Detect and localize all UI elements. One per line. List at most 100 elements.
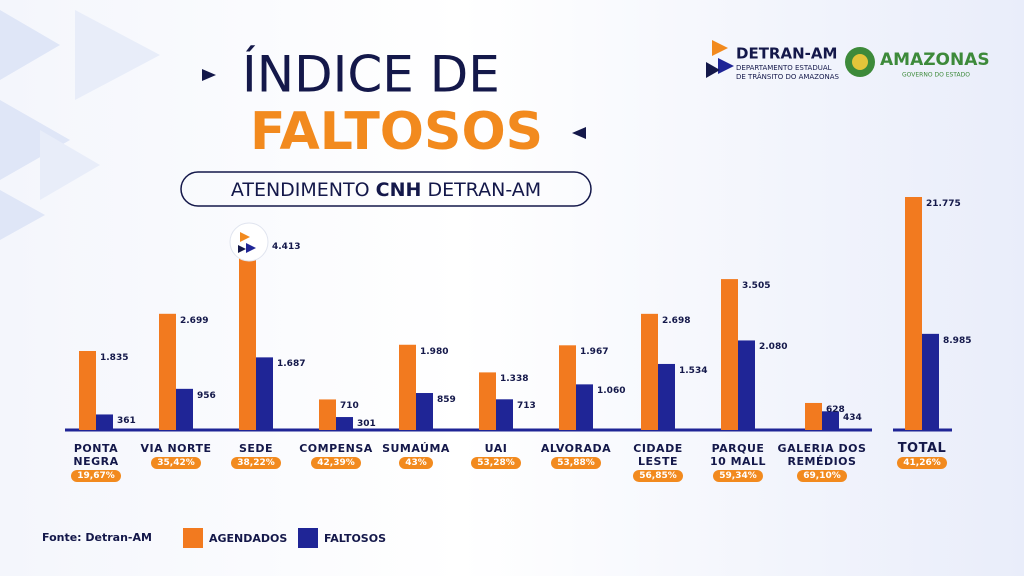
- value-label: 434: [843, 413, 862, 424]
- value-label: 2.698: [662, 315, 691, 326]
- rate-label: 43%: [399, 457, 433, 469]
- bar: [319, 399, 336, 430]
- bar: [496, 399, 513, 430]
- category-label: ALVORADA: [540, 442, 612, 455]
- value-label: 4.413: [272, 242, 301, 252]
- rate-label: 53,88%: [551, 457, 601, 469]
- bar: [479, 372, 496, 430]
- category: PARQUE 10 MALL 59,34%: [683, 442, 793, 482]
- rate-label: 56,85%: [633, 470, 683, 482]
- category-label: UAI: [484, 442, 508, 455]
- value-label: 2.080: [759, 342, 788, 353]
- legend-swatch: [298, 528, 318, 548]
- logo-text: DEPARTAMENTO ESTADUAL: [736, 64, 832, 72]
- logo-text: DETRAN-AM: [736, 45, 837, 63]
- subtitle: ATENDIMENTO CNH DETRAN-AM: [231, 179, 541, 201]
- bar: [336, 417, 353, 430]
- value-label: 1.980: [420, 346, 449, 357]
- rate-label: 59,34%: [713, 470, 763, 482]
- value-label: 361: [117, 416, 136, 427]
- category-label: SUMAÚMA: [382, 442, 450, 455]
- value-label: 301: [357, 419, 376, 430]
- value-label: 2.699: [180, 315, 209, 326]
- rate-label: 42,39%: [311, 457, 361, 469]
- bar: [905, 197, 922, 430]
- bar: [805, 402, 822, 430]
- rate-label: 38,22%: [231, 457, 281, 469]
- value-label: 3.505: [742, 281, 771, 292]
- bars: AGENDADOS FALTOSOS: [79, 197, 939, 548]
- subtitle-pill: [180, 171, 592, 207]
- rate-label: 41,26%: [897, 457, 947, 469]
- logo-text: DE TRÂNSITO DO AMAZONAS: [736, 72, 840, 81]
- decor: [0, 10, 160, 240]
- bar: [79, 350, 96, 430]
- sede-icon: [229, 222, 269, 262]
- value-label: 1.967: [580, 347, 609, 358]
- rate-label: 35,42%: [151, 457, 201, 469]
- bar: [399, 344, 416, 430]
- arrow: [572, 127, 586, 139]
- value-label: 710: [340, 401, 359, 412]
- value-label: 628: [826, 404, 845, 415]
- bar: [239, 240, 256, 430]
- value-label: 713: [517, 401, 536, 412]
- category-label: PARQUE 10 MALL: [709, 442, 767, 468]
- category: CIDADE LESTE 56,85%: [603, 442, 713, 482]
- category: SEDE 38,22%: [201, 442, 311, 469]
- category-label: GALERIA DOS REMÉDIOS: [777, 442, 867, 468]
- value-label: 1.687: [277, 359, 306, 370]
- logo-text: GOVERNO DO ESTADO: [902, 72, 970, 79]
- bar: [96, 414, 113, 430]
- subtitle-part: CNH: [376, 179, 422, 201]
- subtitle-part: ATENDIMENTO: [231, 179, 370, 201]
- category: COMPENSA 42,39%: [281, 442, 391, 469]
- value-label: 859: [437, 395, 456, 406]
- value-label: 21.775: [926, 199, 961, 209]
- value-label: 956: [197, 390, 216, 401]
- category-label: TOTAL: [897, 441, 947, 456]
- title: FALTOSOS: [250, 102, 543, 162]
- value-label: 1.060: [597, 386, 626, 397]
- value-label: 1.835: [100, 352, 129, 363]
- category-label: CIDADE LESTE: [633, 442, 683, 468]
- rate-label: 53,28%: [471, 457, 521, 469]
- bar: [176, 388, 193, 430]
- category-label: PONTA NEGRA: [73, 442, 119, 468]
- bar: [641, 313, 658, 430]
- subtitle-part: DETRAN-AM: [427, 179, 541, 201]
- category: ALVORADA 53,88%: [521, 442, 631, 469]
- bar: [256, 357, 273, 430]
- category-label: SEDE: [238, 442, 274, 455]
- rate-label: 69,10%: [797, 470, 847, 482]
- legend-label: FALTOSOS: [324, 532, 386, 545]
- legend-label: AGENDADOS: [209, 532, 287, 545]
- arrow: [202, 69, 216, 81]
- title: ÍNDICE DE: [242, 45, 500, 104]
- bar: [738, 340, 755, 430]
- value-label: 1.338: [500, 374, 529, 385]
- category-label: COMPENSA: [299, 442, 373, 455]
- bar: [721, 279, 738, 430]
- category: SUMAÚMA 43%: [361, 442, 471, 469]
- detran-logo: DETRAN-AM DEPARTAMENTO ESTADUAL DE TRÂNS…: [706, 40, 840, 81]
- logo-text: AMAZONAS: [880, 50, 990, 70]
- bar: [822, 411, 839, 430]
- bar: [576, 384, 593, 430]
- category: TOTAL 41,26%: [867, 442, 977, 469]
- bar: [416, 393, 433, 430]
- category: GALERIA DOS REMÉDIOS 69,10%: [767, 442, 877, 482]
- rate-label: 19,67%: [71, 470, 121, 482]
- category-label: VIA NORTE: [140, 442, 212, 455]
- state-logo: AMAZONAS GOVERNO DO ESTADO: [845, 47, 990, 79]
- category: UAI 53,28%: [441, 442, 551, 469]
- category: PONTA NEGRA 19,67%: [41, 442, 151, 482]
- bar: [922, 333, 939, 430]
- bar: [559, 345, 576, 430]
- bar: [658, 363, 675, 430]
- bar: [159, 313, 176, 430]
- value-label: 8.985: [943, 335, 972, 346]
- category: VIA NORTE 35,42%: [121, 442, 231, 469]
